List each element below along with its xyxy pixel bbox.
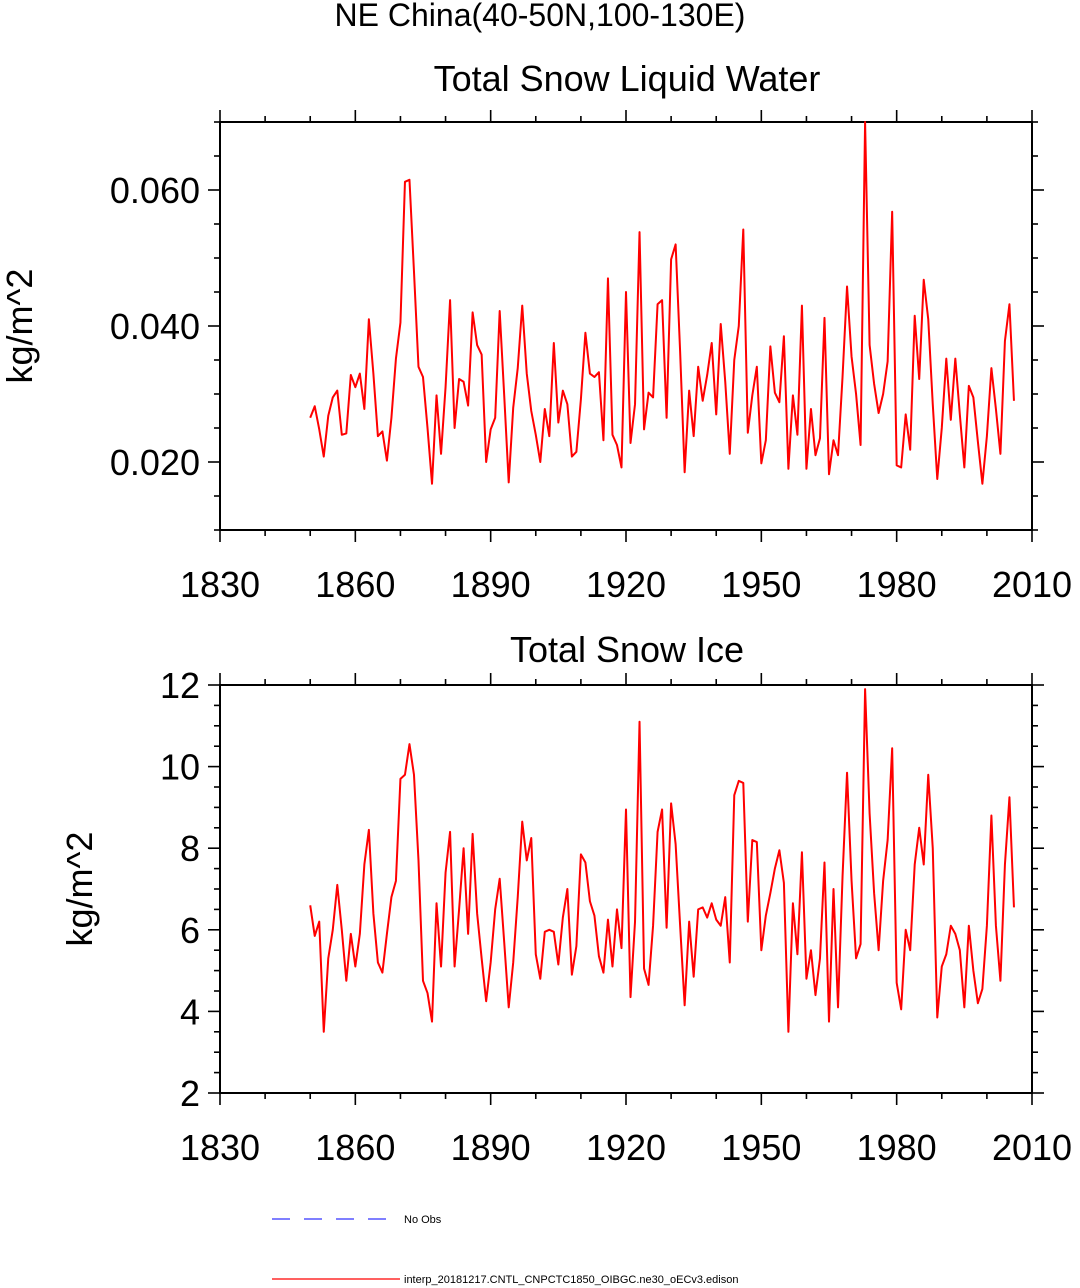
panel-snow-ice: Total Snow Ice kg/m^2 1830 1860 1890 1920 19… (59, 629, 1072, 1168)
plot-frame (219, 684, 1033, 1094)
x-tick-label: 2010 (992, 1127, 1072, 1168)
main-title: NE China(40-50N,100-130E) (335, 0, 746, 33)
y-tick-label: 2 (180, 1073, 200, 1114)
legend-label-no-obs: No Obs (404, 1214, 442, 1226)
series-line (309, 688, 1015, 1033)
x-tick-label: 1860 (315, 564, 395, 605)
y-tick-label: 8 (180, 828, 200, 869)
x-tick-label: 1950 (721, 1127, 801, 1168)
series-line (309, 121, 1015, 485)
panel-snow-liquid-water: Total Snow Liquid Water kg/m^2 1830 1860 1… (0, 58, 1072, 605)
x-tick-label: 2010 (992, 564, 1072, 605)
y-tick-label: 0.060 (110, 170, 200, 211)
x-tick-label: 1950 (721, 564, 801, 605)
x-tick-label: 1860 (315, 1127, 395, 1168)
x-tick-label: 1890 (451, 564, 531, 605)
x-tick-label: 1980 (857, 564, 937, 605)
x-tick-label: 1830 (180, 1127, 260, 1168)
y-tick-label: 12 (160, 665, 200, 706)
y-axis-label: kg/m^2 (59, 832, 100, 947)
y-tick-label: 0.040 (110, 306, 200, 347)
y-tick-label: 4 (180, 991, 200, 1032)
x-tick-label: 1890 (451, 1127, 531, 1168)
x-tick-label: 1980 (857, 1127, 937, 1168)
y-tick-label: 0.020 (110, 442, 200, 483)
x-tick-label: 1920 (586, 1127, 666, 1168)
panel-title: Total Snow Liquid Water (434, 58, 821, 99)
legend: No Obs interp_20181217.CNTL_CNPCTC1850_O… (272, 1214, 738, 1286)
legend-label-model: interp_20181217.CNTL_CNPCTC1850_OIBGC.ne… (404, 1274, 738, 1286)
y-axis-label: kg/m^2 (0, 269, 40, 384)
x-tick-label: 1830 (180, 564, 260, 605)
panel-title: Total Snow Ice (510, 629, 744, 670)
y-tick-label: 10 (160, 747, 200, 788)
x-tick-label: 1920 (586, 564, 666, 605)
y-tick-label: 6 (180, 910, 200, 951)
